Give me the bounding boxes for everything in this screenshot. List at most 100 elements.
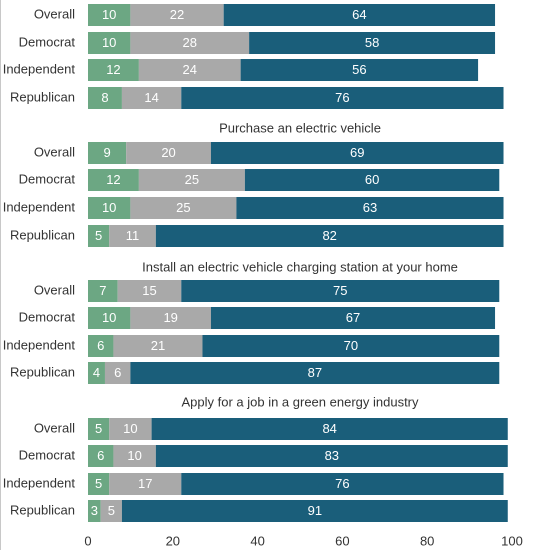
bar-segment <box>151 418 508 440</box>
data-label: 25 <box>176 200 190 215</box>
data-label: 6 <box>97 338 104 353</box>
row-label: Independent <box>3 61 76 76</box>
bar-segment <box>240 59 479 81</box>
data-label: 84 <box>322 421 336 436</box>
row-label: Republican <box>10 227 75 242</box>
data-label: 6 <box>114 365 121 380</box>
data-label: 14 <box>144 90 158 105</box>
bar-segment <box>117 280 182 302</box>
bar-segment <box>121 87 182 109</box>
row-label: Democrat <box>19 34 76 49</box>
data-label: 11 <box>126 228 140 243</box>
data-label: 10 <box>102 200 116 215</box>
data-label: 10 <box>102 7 116 22</box>
bar-segment <box>155 225 504 247</box>
data-label: 58 <box>365 35 379 50</box>
bar-segment <box>138 59 241 81</box>
data-label: 17 <box>138 476 152 491</box>
bar-segment <box>88 362 105 384</box>
row-label: Republican <box>10 89 75 104</box>
bar-segment <box>210 307 496 329</box>
data-label: 5 <box>95 421 102 436</box>
bar-segment <box>121 500 508 522</box>
x-tick-label: 100 <box>501 533 523 548</box>
bar-segment <box>130 307 211 329</box>
data-label: 12 <box>106 172 120 187</box>
bar-segment <box>88 280 118 302</box>
data-label: 8 <box>101 90 108 105</box>
data-label: 64 <box>352 7 366 22</box>
data-label: 69 <box>350 145 364 160</box>
data-label: 10 <box>102 35 116 50</box>
data-label: 63 <box>363 200 377 215</box>
data-label: 21 <box>151 338 165 353</box>
bar-segment <box>88 197 131 219</box>
bar-segment <box>210 142 504 164</box>
data-label: 70 <box>344 338 358 353</box>
bar-segment <box>181 87 504 109</box>
data-label: 3 <box>91 503 98 518</box>
data-label: 15 <box>142 283 156 298</box>
data-label: 5 <box>95 228 102 243</box>
row-label: Independent <box>3 337 76 352</box>
group-title: Apply for a job in a green energy indust… <box>181 394 419 409</box>
bar-segment <box>155 445 508 467</box>
group-title: Purchase an electric vehicle <box>219 120 381 135</box>
data-label: 12 <box>106 62 120 77</box>
x-tick-label: 0 <box>84 533 91 548</box>
bar-segment <box>126 142 211 164</box>
bar-segment <box>223 4 496 26</box>
data-label: 76 <box>335 476 349 491</box>
bar-segment <box>88 32 131 54</box>
bar-segment <box>88 500 101 522</box>
bar-segment <box>88 59 139 81</box>
data-label: 20 <box>161 145 175 160</box>
left-rule <box>0 0 1 550</box>
data-label: 91 <box>308 503 322 518</box>
data-label: 67 <box>346 310 360 325</box>
data-label: 10 <box>102 310 116 325</box>
bar-segment <box>88 418 110 440</box>
data-label: 9 <box>103 145 110 160</box>
bar-segment <box>249 32 496 54</box>
bar-segment <box>113 445 156 467</box>
row-label: Independent <box>3 199 76 214</box>
bar-segment <box>130 362 500 384</box>
data-label: 19 <box>163 310 177 325</box>
data-label: 5 <box>108 503 115 518</box>
bar-segment <box>88 445 114 467</box>
bar-segment <box>181 473 504 495</box>
data-label: 6 <box>97 448 104 463</box>
row-label: Republican <box>10 364 75 379</box>
data-label: 82 <box>322 228 336 243</box>
bar-segment <box>236 197 504 219</box>
group-title: Install an electric vehicle charging sta… <box>142 259 458 274</box>
data-label: 75 <box>333 283 347 298</box>
bar-segment <box>100 500 122 522</box>
data-label: 25 <box>185 172 199 187</box>
row-label: Overall <box>34 420 75 435</box>
row-label: Overall <box>34 144 75 159</box>
bar-segment <box>109 225 156 247</box>
row-label: Democrat <box>19 447 76 462</box>
data-label: 76 <box>335 90 349 105</box>
data-label: 10 <box>127 448 141 463</box>
bar-segment <box>88 225 110 247</box>
data-label: 5 <box>95 476 102 491</box>
row-label: Overall <box>34 6 75 21</box>
bar-segment <box>88 473 110 495</box>
x-tick-label: 80 <box>420 533 434 548</box>
bar-segment <box>109 473 182 495</box>
bar-segment <box>88 307 131 329</box>
row-label: Democrat <box>19 309 76 324</box>
x-tick-label: 60 <box>335 533 349 548</box>
bar-segment <box>88 87 122 109</box>
data-label: 22 <box>170 7 184 22</box>
bar-segment <box>202 335 500 357</box>
bar-segment <box>88 169 139 191</box>
bar-segment <box>138 169 245 191</box>
bar-segment <box>88 142 127 164</box>
bar-segment <box>181 280 500 302</box>
data-label: 87 <box>308 365 322 380</box>
